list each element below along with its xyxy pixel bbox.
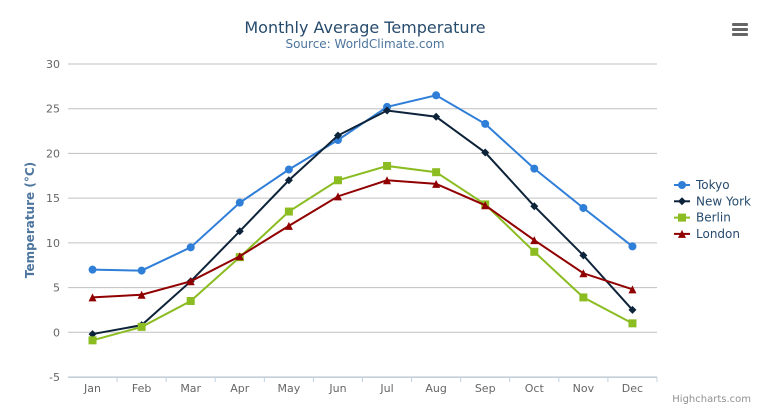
x-tick-label: Aug bbox=[425, 382, 446, 395]
legend-label: New York bbox=[696, 194, 751, 208]
x-tick-label: Feb bbox=[132, 382, 151, 395]
legend-label: Berlin bbox=[696, 211, 731, 225]
data-point bbox=[432, 168, 441, 177]
y-axis-title: Temperature (°C) bbox=[23, 162, 37, 278]
data-point bbox=[235, 252, 244, 261]
data-point bbox=[579, 293, 588, 302]
data-point bbox=[432, 179, 441, 188]
x-tick-label: Nov bbox=[573, 382, 595, 395]
data-point bbox=[137, 290, 146, 299]
data-point bbox=[284, 176, 293, 185]
data-point bbox=[186, 296, 195, 305]
data-point bbox=[530, 247, 539, 256]
data-point bbox=[284, 207, 293, 216]
y-tick-label: -5 bbox=[49, 371, 60, 384]
data-point bbox=[579, 251, 588, 260]
x-tick-label: Jan bbox=[83, 382, 101, 395]
x-tick-label: Jun bbox=[328, 382, 346, 395]
y-tick-label: 30 bbox=[46, 58, 60, 71]
data-point bbox=[235, 227, 244, 236]
data-point bbox=[432, 91, 441, 100]
x-tick-label: Jul bbox=[379, 382, 393, 395]
legend-item[interactable]: New York bbox=[674, 194, 751, 208]
data-point bbox=[137, 322, 146, 331]
data-point bbox=[284, 165, 293, 174]
data-point bbox=[333, 176, 342, 185]
data-point bbox=[333, 192, 342, 201]
data-point bbox=[481, 119, 490, 128]
legend-label: London bbox=[696, 227, 740, 241]
x-tick-label: May bbox=[278, 382, 301, 395]
legend-marker-icon bbox=[678, 213, 686, 222]
series-london bbox=[88, 176, 637, 302]
chart-title: Monthly Average Temperature bbox=[244, 18, 485, 37]
data-point bbox=[333, 131, 342, 140]
x-tick-label: Sep bbox=[475, 382, 496, 395]
legend-label: Tokyo bbox=[695, 178, 730, 192]
data-point bbox=[530, 202, 539, 211]
data-point bbox=[628, 305, 637, 314]
legend-marker-icon bbox=[678, 197, 686, 206]
data-point bbox=[88, 265, 97, 274]
credits-link[interactable]: Highcharts.com bbox=[672, 394, 751, 405]
data-point bbox=[530, 236, 539, 245]
x-tick-label: Oct bbox=[525, 382, 545, 395]
y-tick-label: 10 bbox=[46, 237, 60, 250]
data-point bbox=[481, 148, 490, 157]
legend-item[interactable]: Tokyo bbox=[674, 178, 730, 192]
y-tick-label: 25 bbox=[46, 103, 60, 116]
legend-marker-icon bbox=[678, 181, 686, 189]
data-point bbox=[579, 203, 588, 212]
x-tick-label: Apr bbox=[230, 382, 250, 395]
data-point bbox=[186, 243, 195, 252]
data-point bbox=[628, 242, 637, 251]
data-point bbox=[383, 176, 392, 185]
data-point bbox=[137, 266, 146, 275]
x-tick-label: Dec bbox=[622, 382, 643, 395]
chart-subtitle: Source: WorldClimate.com bbox=[285, 37, 444, 51]
hamburger-menu-icon[interactable] bbox=[732, 23, 748, 36]
x-tick-label: Mar bbox=[180, 382, 201, 395]
series-line bbox=[92, 94, 634, 272]
legend-marker-icon bbox=[678, 229, 686, 238]
data-point bbox=[186, 277, 195, 286]
y-tick-label: 5 bbox=[53, 282, 60, 295]
legend-item[interactable]: London bbox=[674, 227, 740, 241]
y-tick-label: 0 bbox=[53, 326, 60, 339]
legend-item[interactable]: Berlin bbox=[674, 211, 731, 225]
data-point bbox=[432, 112, 441, 121]
data-point bbox=[88, 330, 97, 339]
data-point bbox=[530, 164, 539, 173]
data-point bbox=[628, 285, 637, 294]
data-point bbox=[383, 161, 392, 170]
data-point bbox=[88, 293, 97, 302]
data-point bbox=[579, 269, 588, 278]
data-point bbox=[88, 336, 97, 345]
data-point bbox=[628, 319, 637, 328]
data-point bbox=[481, 201, 490, 210]
series-line bbox=[92, 109, 634, 336]
series-new-york bbox=[88, 106, 637, 339]
data-point bbox=[235, 198, 244, 207]
y-tick-label: 15 bbox=[46, 192, 60, 205]
series-line bbox=[92, 179, 633, 299]
y-tick-label: 20 bbox=[46, 147, 60, 160]
data-point bbox=[284, 221, 293, 230]
series-line bbox=[92, 164, 633, 342]
data-point bbox=[383, 106, 392, 115]
series-tokyo bbox=[88, 91, 637, 275]
